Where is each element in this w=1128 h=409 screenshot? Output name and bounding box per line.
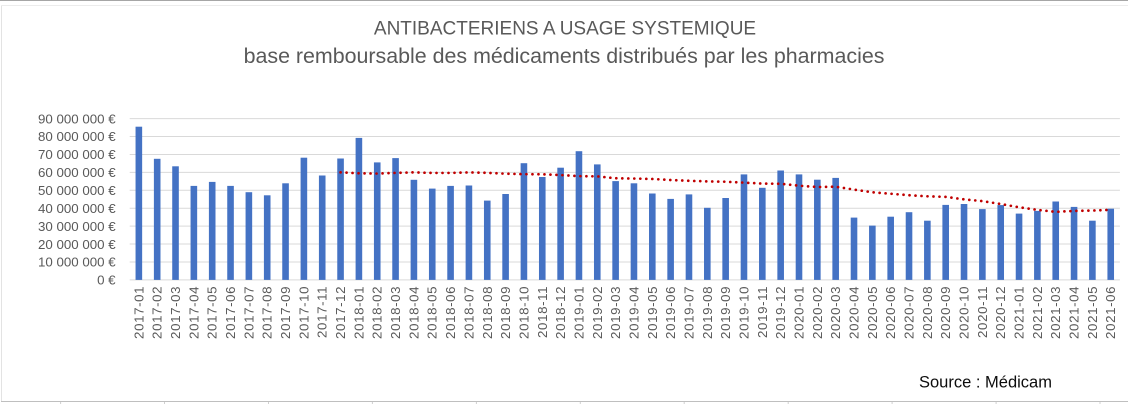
svg-text:2018-02: 2018-02 xyxy=(370,286,385,339)
svg-text:Source : Médicam: Source : Médicam xyxy=(919,373,1052,391)
svg-text:2021-02: 2021-02 xyxy=(1030,286,1045,339)
svg-text:2019-12: 2019-12 xyxy=(773,286,788,339)
svg-text:2019-02: 2019-02 xyxy=(590,286,605,339)
svg-text:2019-05: 2019-05 xyxy=(645,286,660,339)
svg-text:2017-02: 2017-02 xyxy=(150,286,165,339)
svg-text:2019-10: 2019-10 xyxy=(736,286,751,339)
svg-text:2017-11: 2017-11 xyxy=(315,286,330,338)
svg-text:2020-02: 2020-02 xyxy=(810,286,825,339)
svg-text:2017-10: 2017-10 xyxy=(296,286,311,339)
svg-text:2017-09: 2017-09 xyxy=(278,286,293,339)
svg-text:2019-07: 2019-07 xyxy=(681,286,696,339)
svg-text:30 000 000 €: 30 000 000 € xyxy=(38,219,116,234)
svg-text:ANTIBACTERIENS A USAGE SYSTEMI: ANTIBACTERIENS A USAGE SYSTEMIQUE xyxy=(374,19,756,40)
svg-text:2017-06: 2017-06 xyxy=(223,286,238,339)
svg-text:60 000 000 €: 60 000 000 € xyxy=(38,165,116,180)
svg-text:2018-07: 2018-07 xyxy=(461,286,476,339)
svg-text:2017-05: 2017-05 xyxy=(205,286,220,339)
svg-text:2018-03: 2018-03 xyxy=(388,286,403,339)
svg-text:2017-07: 2017-07 xyxy=(241,286,256,339)
svg-text:2018-08: 2018-08 xyxy=(480,286,495,339)
svg-text:80 000 000 €: 80 000 000 € xyxy=(38,129,116,144)
svg-text:2017-03: 2017-03 xyxy=(168,286,183,339)
svg-text:2017-04: 2017-04 xyxy=(186,286,201,339)
svg-text:0 €: 0 € xyxy=(97,273,116,288)
svg-text:base remboursable des médicame: base remboursable des médicaments distri… xyxy=(244,44,885,68)
svg-text:2020-11: 2020-11 xyxy=(975,286,990,338)
svg-text:2017-12: 2017-12 xyxy=(333,286,348,339)
svg-text:2018-09: 2018-09 xyxy=(498,286,513,339)
svg-text:2021-03: 2021-03 xyxy=(1048,286,1063,339)
svg-text:2020-04: 2020-04 xyxy=(847,286,862,339)
svg-text:2019-03: 2019-03 xyxy=(608,286,623,339)
svg-text:2020-10: 2020-10 xyxy=(957,286,972,339)
svg-text:2021-01: 2021-01 xyxy=(1012,286,1027,339)
svg-text:50 000 000 €: 50 000 000 € xyxy=(38,183,116,198)
svg-text:40 000 000 €: 40 000 000 € xyxy=(38,201,116,216)
svg-text:2019-06: 2019-06 xyxy=(663,286,678,339)
svg-text:2021-06: 2021-06 xyxy=(1103,286,1118,339)
svg-text:10 000 000 €: 10 000 000 € xyxy=(38,255,116,270)
svg-text:2020-08: 2020-08 xyxy=(920,286,935,339)
svg-text:2020-07: 2020-07 xyxy=(902,286,917,339)
svg-text:2020-09: 2020-09 xyxy=(938,286,953,339)
svg-text:2018-12: 2018-12 xyxy=(553,286,568,339)
svg-text:2018-06: 2018-06 xyxy=(443,286,458,339)
svg-text:2021-04: 2021-04 xyxy=(1067,286,1082,339)
svg-text:2017-01: 2017-01 xyxy=(131,286,146,339)
svg-text:2019-01: 2019-01 xyxy=(571,286,586,339)
svg-text:2020-01: 2020-01 xyxy=(792,286,807,339)
svg-text:2019-04: 2019-04 xyxy=(626,286,641,339)
svg-text:2019-08: 2019-08 xyxy=(700,286,715,339)
svg-text:2019-09: 2019-09 xyxy=(718,286,733,339)
svg-text:2020-12: 2020-12 xyxy=(993,286,1008,339)
svg-text:2020-03: 2020-03 xyxy=(828,286,843,339)
svg-text:70 000 000 €: 70 000 000 € xyxy=(38,147,116,162)
svg-text:2018-05: 2018-05 xyxy=(425,286,440,339)
svg-text:2019-11: 2019-11 xyxy=(755,286,770,338)
svg-text:2018-04: 2018-04 xyxy=(406,286,421,339)
svg-text:2020-05: 2020-05 xyxy=(865,286,880,339)
svg-text:2018-11: 2018-11 xyxy=(535,286,550,338)
svg-text:2018-10: 2018-10 xyxy=(516,286,531,339)
svg-text:2017-08: 2017-08 xyxy=(260,286,275,339)
svg-text:20 000 000 €: 20 000 000 € xyxy=(38,237,116,252)
svg-text:2021-05: 2021-05 xyxy=(1085,286,1100,339)
svg-text:90 000 000 €: 90 000 000 € xyxy=(38,111,116,126)
svg-text:2020-06: 2020-06 xyxy=(883,286,898,339)
svg-text:2018-01: 2018-01 xyxy=(351,286,366,339)
